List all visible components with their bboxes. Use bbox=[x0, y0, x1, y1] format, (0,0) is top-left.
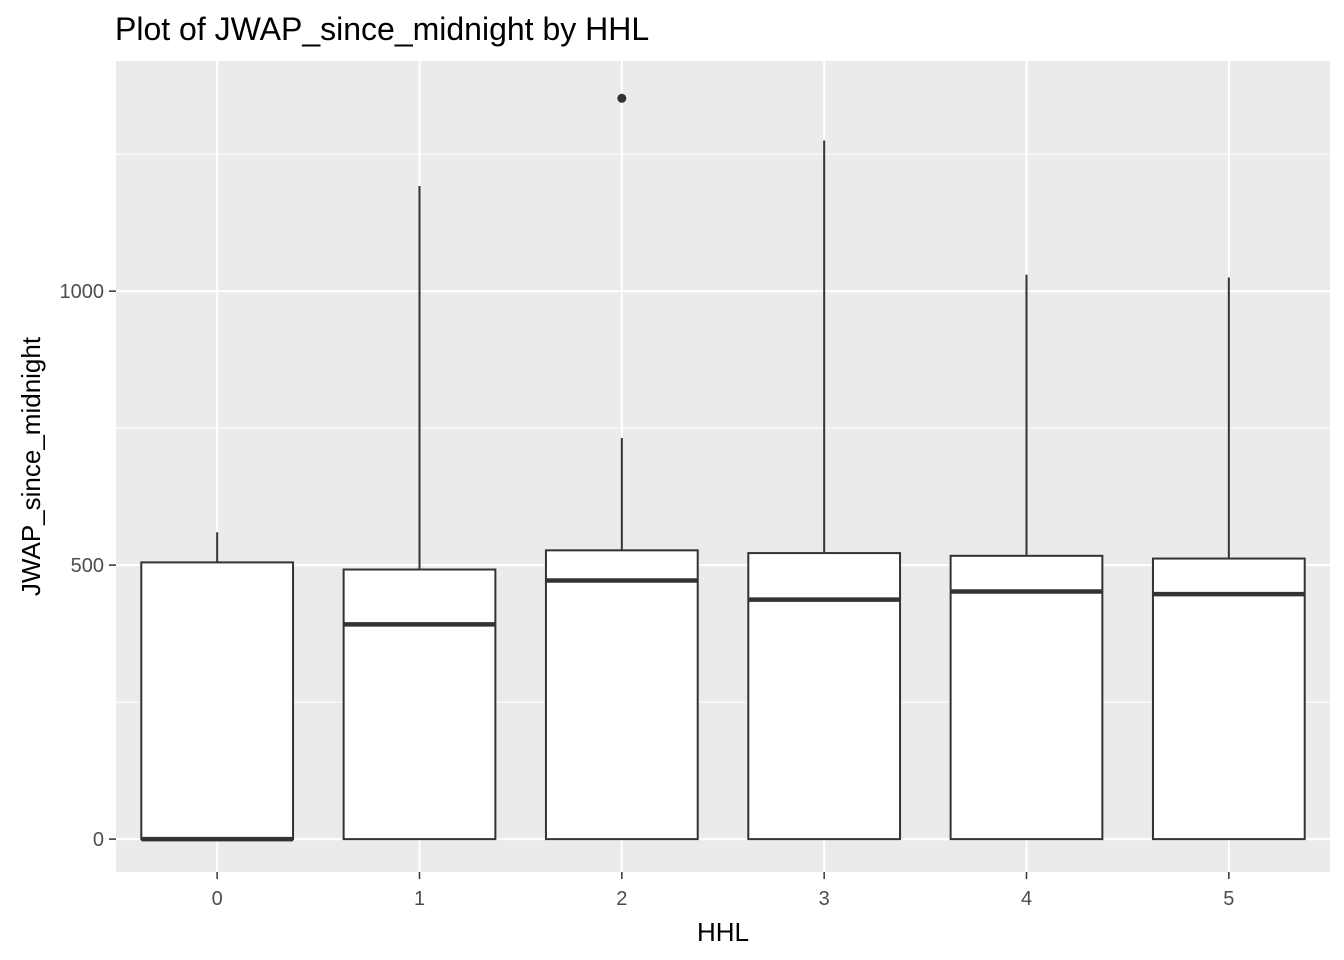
x-tick-label: 0 bbox=[212, 888, 223, 910]
box-series bbox=[140, 93, 1306, 842]
box-group bbox=[1151, 277, 1306, 841]
box-group bbox=[544, 93, 699, 841]
box-iqr bbox=[1151, 557, 1306, 841]
x-tick-label: 5 bbox=[1223, 888, 1234, 910]
box-iqr bbox=[949, 554, 1104, 841]
box-group bbox=[747, 140, 902, 841]
x-tick-label: 1 bbox=[414, 888, 425, 910]
plot-panel bbox=[116, 61, 1330, 872]
box-iqr bbox=[342, 568, 497, 841]
x-axis-title: HHL bbox=[697, 917, 749, 947]
y-tick-label: 0 bbox=[93, 829, 104, 851]
x-tick-label: 2 bbox=[616, 888, 627, 910]
box-group bbox=[949, 274, 1104, 841]
y-tick-label: 500 bbox=[71, 555, 104, 577]
box-group bbox=[140, 532, 295, 842]
x-tick-label: 4 bbox=[1021, 888, 1032, 910]
box-iqr bbox=[544, 549, 699, 841]
y-tick-label: 1000 bbox=[60, 281, 105, 303]
box-group bbox=[342, 185, 497, 841]
x-tick-label: 3 bbox=[819, 888, 830, 910]
chart-title: Plot of JWAP_since_midnight by HHL bbox=[115, 11, 649, 47]
box-iqr bbox=[747, 552, 902, 841]
axes: 0 500 1000 0 1 2 3 4 5 bbox=[60, 281, 1235, 910]
y-axis-title: JWAP_since_midnight bbox=[16, 336, 46, 596]
outlier-point bbox=[617, 93, 627, 103]
box-iqr bbox=[140, 561, 295, 841]
